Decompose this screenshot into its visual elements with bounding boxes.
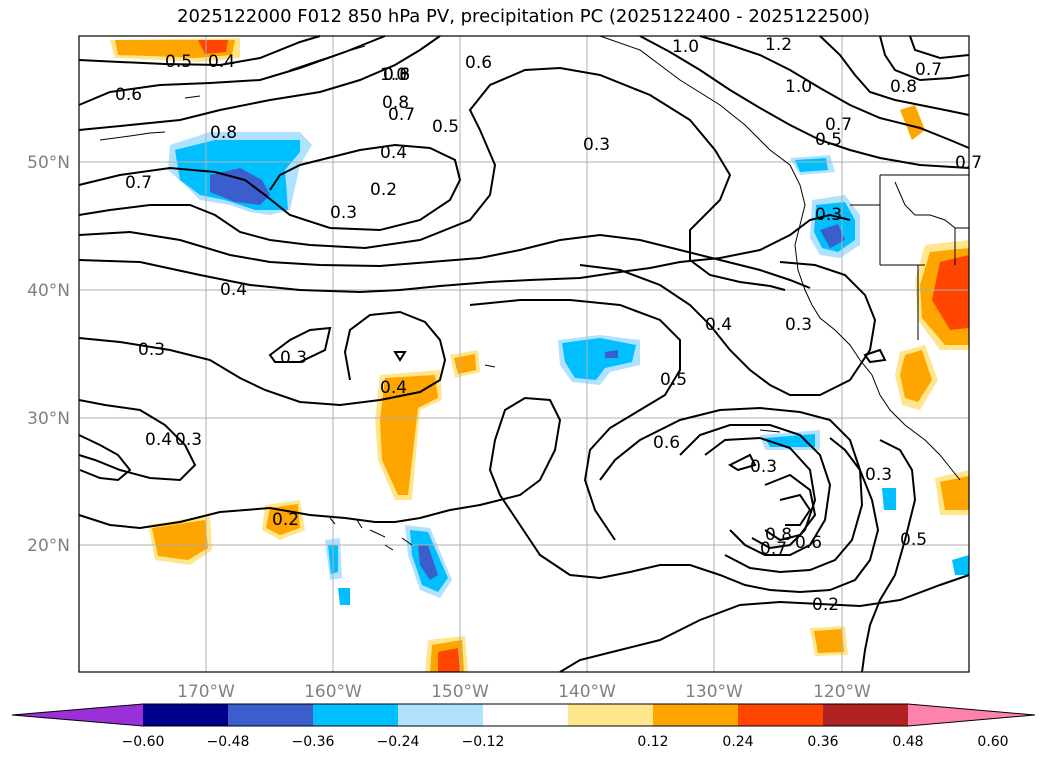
svg-text:1.2: 1.2: [765, 35, 792, 55]
svg-text:0.6: 0.6: [383, 65, 410, 85]
svg-text:0.3: 0.3: [583, 135, 610, 155]
svg-text:0.7: 0.7: [825, 115, 852, 135]
svg-text:0.4: 0.4: [220, 280, 247, 300]
lon-label: 170°W: [177, 682, 235, 702]
svg-text:0.3: 0.3: [330, 203, 357, 223]
longitude-labels: 170°W 160°W 150°W 140°W 130°W 120°W: [177, 682, 871, 702]
contour-labels: 0.5 0.4 0.6 0.7 1.0 0.8 0.7 0.5 0.6 1.0 …: [115, 35, 982, 615]
svg-text:0.3: 0.3: [815, 205, 842, 225]
colorbar-tick-label: −0.24: [377, 734, 420, 750]
svg-text:0.6: 0.6: [795, 533, 822, 553]
colorbar-tick-label: −0.12: [462, 734, 505, 750]
colorbar-segment: [483, 704, 568, 726]
lon-label: 150°W: [431, 682, 489, 702]
svg-text:0.7: 0.7: [760, 539, 787, 559]
lat-label: 30°N: [27, 409, 70, 429]
colorbar: −0.60 −0.48 −0.36 −0.24 −0.12 0.12 0.24 0.36 0.4…: [11, 703, 1036, 750]
svg-text:0.5: 0.5: [815, 130, 842, 150]
colorbar-segment: [738, 704, 823, 726]
svg-text:0.2: 0.2: [272, 510, 299, 530]
svg-text:0.6: 0.6: [653, 433, 680, 453]
svg-text:0.8: 0.8: [765, 525, 792, 545]
svg-text:0.5: 0.5: [900, 530, 927, 550]
svg-text:1.0: 1.0: [785, 77, 812, 97]
svg-text:0.7: 0.7: [388, 105, 415, 125]
svg-text:0.2: 0.2: [812, 595, 839, 615]
lat-label: 20°N: [27, 536, 70, 556]
colorbar-outline: [11, 703, 1036, 727]
svg-text:0.3: 0.3: [280, 348, 307, 368]
svg-text:0.8: 0.8: [383, 65, 410, 85]
colorbar-tick-label: 0.60: [977, 734, 1008, 750]
svg-text:0.6: 0.6: [465, 53, 492, 73]
lon-label: 130°W: [685, 682, 743, 702]
lon-label: 120°W: [813, 682, 871, 702]
svg-text:0.4: 0.4: [208, 52, 235, 72]
svg-text:0.3: 0.3: [750, 457, 777, 477]
lon-label: 160°W: [304, 682, 362, 702]
colorbar-segment: [143, 704, 228, 726]
svg-text:1.0: 1.0: [672, 37, 699, 57]
colorbar-tick-label: 0.48: [892, 734, 923, 750]
svg-text:0.2: 0.2: [370, 180, 397, 200]
svg-text:0.3: 0.3: [175, 430, 202, 450]
lat-label: 50°N: [27, 153, 70, 173]
svg-text:0.8: 0.8: [210, 123, 237, 143]
colorbar-segment: [653, 704, 738, 726]
svg-text:0.6: 0.6: [115, 85, 142, 105]
lat-label: 40°N: [27, 281, 70, 301]
colorbar-extend-max: [908, 704, 1035, 726]
svg-text:1.0: 1.0: [380, 65, 407, 85]
colorbar-extend-min: [12, 704, 143, 726]
graticule: [79, 36, 969, 672]
svg-text:0.7: 0.7: [125, 173, 152, 193]
svg-text:0.8: 0.8: [890, 77, 917, 97]
lon-label: 140°W: [558, 682, 616, 702]
svg-text:0.5: 0.5: [660, 370, 687, 390]
svg-text:0.4: 0.4: [705, 315, 732, 335]
svg-text:0.4: 0.4: [145, 430, 172, 450]
pv-contours: [78, 35, 970, 673]
colorbar-tick-label: −0.60: [122, 734, 165, 750]
colorbar-segment: [823, 704, 908, 726]
svg-text:0.3: 0.3: [138, 340, 165, 360]
colorbar-segment: [568, 704, 653, 726]
colorbar-segment: [313, 704, 398, 726]
chart-title: 2025122000 F012 850 hPa PV, precipitatio…: [177, 6, 870, 27]
colorbar-tick-label: −0.48: [207, 734, 250, 750]
map-frame: [78, 35, 970, 673]
svg-text:0.4: 0.4: [380, 378, 407, 398]
svg-text:0.3: 0.3: [865, 465, 892, 485]
svg-text:0.8: 0.8: [382, 93, 409, 113]
svg-text:0.3: 0.3: [785, 315, 812, 335]
colorbar-tick-label: 0.24: [722, 734, 753, 750]
svg-text:0.7: 0.7: [915, 60, 942, 80]
colorbar-segment: [228, 704, 313, 726]
colorbar-tick-label: 0.12: [637, 734, 668, 750]
svg-text:0.4: 0.4: [380, 143, 407, 163]
svg-text:0.5: 0.5: [165, 52, 192, 72]
svg-text:0.5: 0.5: [432, 117, 459, 137]
colorbar-tick-label: −0.36: [292, 734, 335, 750]
colorbar-segment: [398, 704, 483, 726]
colorbar-tick-label: 0.36: [807, 734, 838, 750]
latitude-labels: 50°N 40°N 30°N 20°N: [27, 153, 70, 556]
